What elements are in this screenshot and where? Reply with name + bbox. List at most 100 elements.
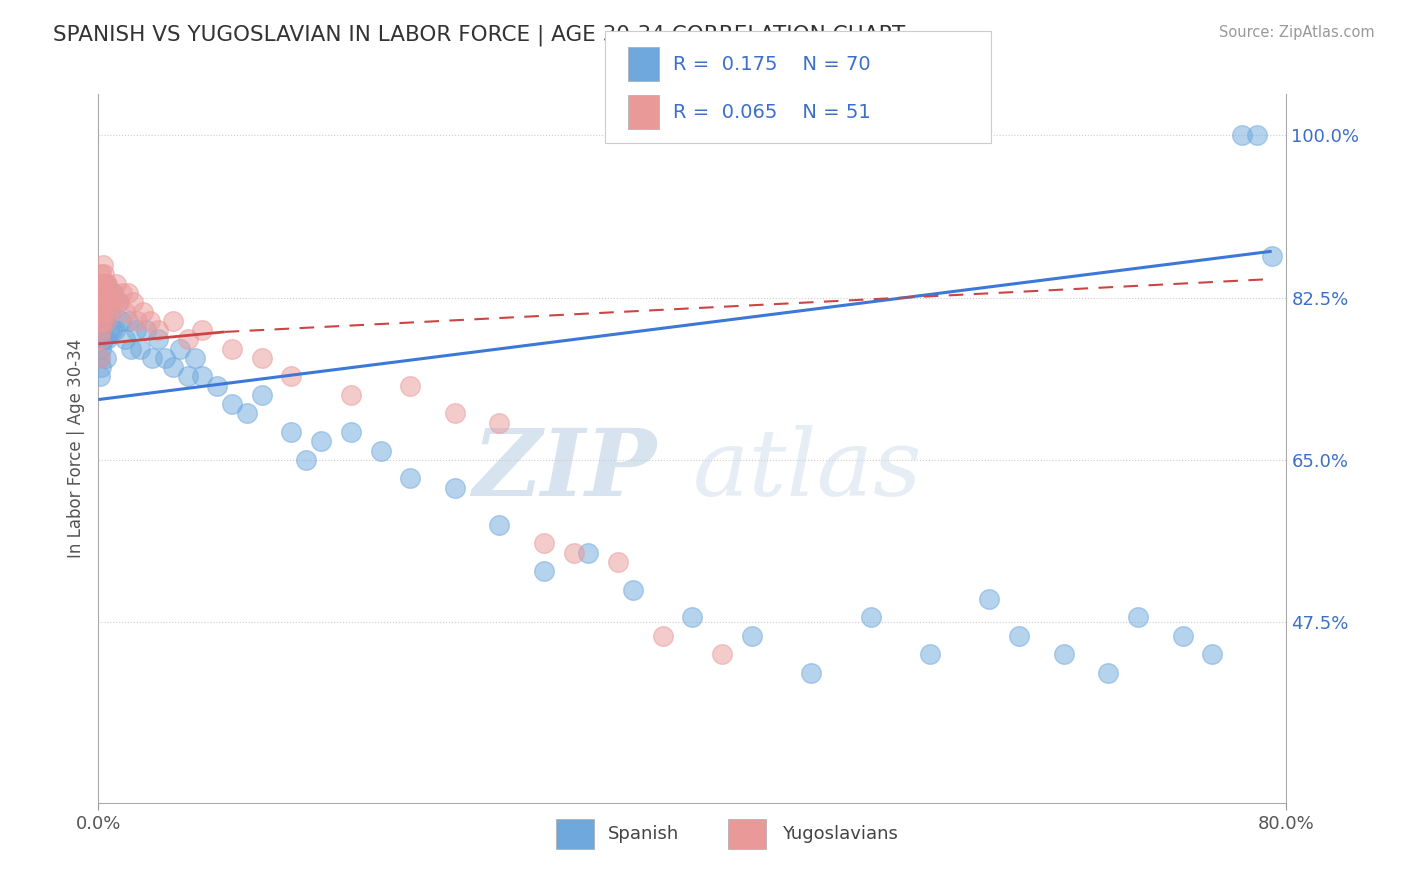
Point: [97, 323, 120, 337]
Point: [108, 295, 131, 310]
Point: [89, 314, 111, 328]
Point: [98, 304, 121, 318]
Text: Spanish: Spanish: [609, 825, 679, 843]
Point: [103, 295, 125, 310]
Point: [1230, 128, 1253, 143]
Point: [621, 582, 644, 597]
Bar: [728, 819, 766, 849]
Point: [141, 351, 163, 365]
Point: [1260, 249, 1282, 263]
Point: [399, 471, 422, 485]
Point: [94, 277, 117, 291]
Point: [533, 564, 555, 578]
Point: [221, 342, 243, 356]
Point: [117, 285, 139, 300]
Point: [114, 304, 136, 318]
Text: R =  0.065    N = 51: R = 0.065 N = 51: [673, 103, 872, 122]
Point: [110, 314, 132, 328]
Point: [94, 277, 117, 291]
Point: [979, 591, 1001, 606]
Point: [191, 323, 214, 337]
Point: [236, 407, 259, 421]
Point: [176, 369, 198, 384]
Point: [443, 407, 465, 421]
Point: [104, 323, 127, 337]
Point: [91, 258, 114, 272]
Point: [121, 295, 143, 310]
Point: [91, 277, 114, 291]
Point: [101, 285, 124, 300]
Point: [139, 314, 162, 328]
Point: [184, 351, 207, 365]
Point: [681, 610, 703, 624]
Point: [221, 397, 243, 411]
Point: [1008, 629, 1031, 643]
Y-axis label: In Labor Force | Age 30-34: In Labor Force | Age 30-34: [66, 339, 84, 558]
Point: [90, 323, 112, 337]
Point: [800, 666, 823, 681]
Point: [90, 268, 112, 282]
Point: [94, 314, 117, 328]
Point: [295, 452, 318, 467]
Point: [607, 555, 630, 569]
Point: [89, 351, 111, 365]
Point: [135, 323, 157, 337]
Point: [1126, 610, 1149, 624]
Point: [124, 323, 146, 337]
Point: [91, 277, 114, 291]
Point: [488, 416, 510, 430]
Point: [89, 332, 111, 346]
Point: [155, 351, 177, 365]
Point: [89, 369, 111, 384]
Point: [920, 648, 942, 662]
Point: [1201, 648, 1223, 662]
Point: [114, 332, 136, 346]
Point: [443, 481, 465, 495]
Point: [309, 434, 332, 449]
Point: [111, 285, 134, 300]
Point: [399, 378, 422, 392]
Point: [1097, 666, 1119, 681]
Point: [90, 295, 112, 310]
Point: [91, 332, 114, 346]
Point: [89, 295, 111, 310]
Point: [94, 295, 117, 310]
Point: [191, 369, 214, 384]
Point: [101, 323, 124, 337]
Point: [280, 425, 302, 439]
Point: [97, 285, 120, 300]
Point: [90, 285, 112, 300]
Text: Yugoslavians: Yugoslavians: [782, 825, 897, 843]
Point: [93, 295, 115, 310]
Point: [96, 295, 118, 310]
Point: [205, 378, 228, 392]
Point: [162, 360, 184, 375]
Point: [1171, 629, 1194, 643]
Point: [162, 314, 184, 328]
Point: [91, 295, 114, 310]
Point: [370, 443, 392, 458]
Point: [91, 314, 114, 328]
Point: [562, 545, 585, 559]
Point: [107, 295, 129, 310]
Point: [98, 295, 121, 310]
Point: [93, 285, 115, 300]
Point: [120, 342, 142, 356]
Point: [93, 268, 115, 282]
Point: [132, 304, 155, 318]
Point: [488, 517, 510, 532]
Point: [176, 332, 198, 346]
Point: [711, 648, 734, 662]
Point: [89, 351, 111, 365]
Point: [125, 314, 148, 328]
Point: [96, 295, 118, 310]
Bar: [555, 819, 593, 849]
Point: [90, 342, 112, 356]
Point: [1246, 128, 1268, 143]
Point: [93, 332, 115, 346]
Point: [129, 342, 152, 356]
Point: [97, 304, 120, 318]
Text: SPANISH VS YUGOSLAVIAN IN LABOR FORCE | AGE 30-34 CORRELATION CHART: SPANISH VS YUGOSLAVIAN IN LABOR FORCE | …: [53, 25, 905, 46]
Text: Source: ZipAtlas.com: Source: ZipAtlas.com: [1219, 25, 1375, 40]
Point: [90, 323, 112, 337]
